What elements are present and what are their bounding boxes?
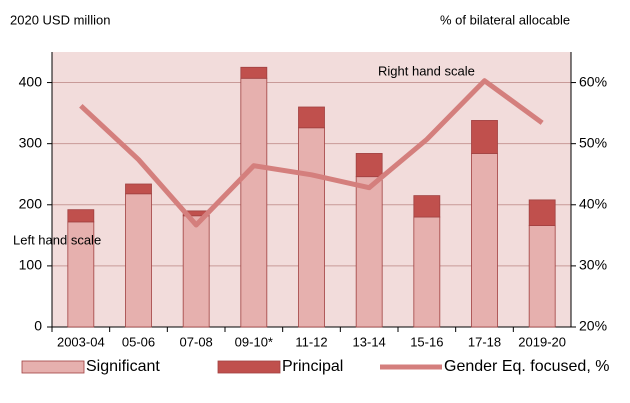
x-tick-label: 09-10* bbox=[235, 334, 273, 349]
x-tick-label: 2019-20 bbox=[518, 334, 566, 349]
x-tick-label: 13-14 bbox=[353, 334, 386, 349]
y-tick-label: 300 bbox=[19, 134, 43, 150]
y-tick-label: 200 bbox=[19, 195, 43, 211]
y-tick-label: 400 bbox=[19, 73, 43, 89]
y-tick-label: 100 bbox=[19, 257, 43, 273]
legend-label: Significant bbox=[86, 358, 160, 375]
bar bbox=[298, 127, 325, 328]
line-series bbox=[79, 78, 544, 228]
bar bbox=[125, 193, 152, 328]
bar bbox=[298, 106, 325, 129]
y2-tick-label: 30% bbox=[579, 257, 607, 273]
x-tick-label: 07-08 bbox=[180, 334, 213, 349]
x-tick-label: 15-16 bbox=[410, 334, 443, 349]
bar bbox=[125, 183, 152, 195]
annotation: Left hand scale bbox=[13, 232, 101, 247]
legend-swatch bbox=[21, 360, 85, 374]
bar bbox=[528, 225, 556, 328]
bar bbox=[471, 120, 498, 154]
y-axis-label: 2020 USD million bbox=[10, 12, 110, 27]
bar bbox=[240, 77, 268, 328]
bar bbox=[240, 66, 268, 79]
bar bbox=[182, 215, 210, 328]
x-tick-label: 17-18 bbox=[468, 334, 501, 349]
y-tick-label: 0 bbox=[34, 318, 42, 334]
x-tick-label: 11-12 bbox=[295, 334, 327, 349]
legend-label: Gender Eq. focused, % bbox=[444, 358, 609, 375]
bar bbox=[413, 216, 441, 328]
bar bbox=[413, 195, 441, 218]
y2-axis-label: % of bilateral allocable bbox=[440, 12, 570, 27]
bar bbox=[528, 199, 556, 226]
bar bbox=[355, 176, 383, 328]
annotation: Right hand scale bbox=[378, 63, 475, 78]
x-tick-label: 05-06 bbox=[122, 334, 155, 349]
y2-tick-label: 40% bbox=[579, 195, 607, 211]
bar bbox=[355, 153, 383, 178]
y2-tick-label: 50% bbox=[579, 134, 607, 150]
bar bbox=[67, 221, 95, 328]
legend-label: Principal bbox=[282, 358, 343, 375]
y2-tick-label: 60% bbox=[579, 73, 607, 89]
bar bbox=[67, 209, 95, 223]
y2-tick-label: 20% bbox=[579, 318, 607, 334]
legend-swatch bbox=[217, 360, 281, 374]
x-tick-label: 2003-04 bbox=[57, 334, 105, 349]
bar bbox=[471, 153, 498, 328]
